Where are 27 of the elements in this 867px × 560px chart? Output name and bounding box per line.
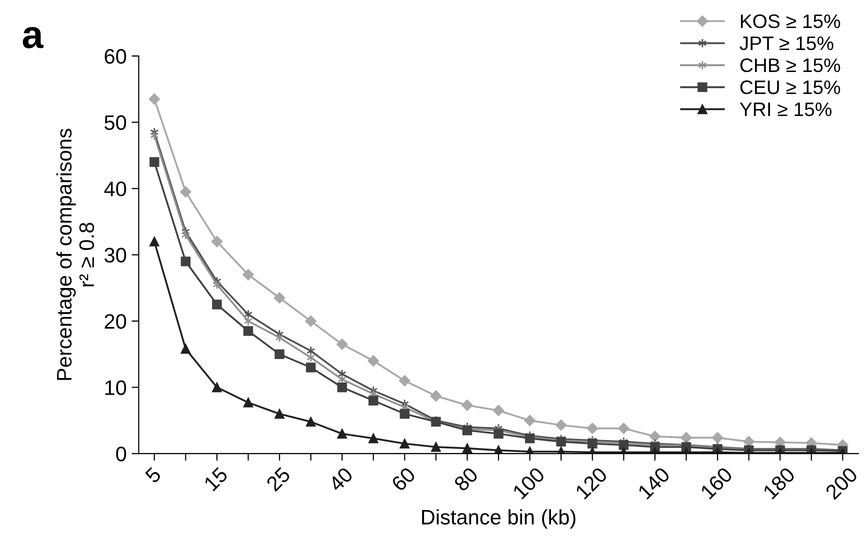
legend-label: KOS ≥ 15% xyxy=(740,14,840,28)
y-tick-label: 60 xyxy=(104,49,126,64)
x-tick-label: 120 xyxy=(574,466,608,500)
y-axis-title: Percentage of comparisons r² ≥ 0.8 xyxy=(56,128,94,380)
y-tick-label: 10 xyxy=(105,380,126,396)
x-tick-label: 60 xyxy=(390,466,416,492)
x-tick-label: 25 xyxy=(266,466,292,492)
text: a xyxy=(22,27,44,48)
y-tick-label: 0 xyxy=(116,446,126,462)
legend-label: YRI ≥ 15% xyxy=(740,102,832,116)
x-tick-label: 80 xyxy=(453,466,479,492)
x-tick-label: 160 xyxy=(700,466,734,500)
y-tick-label: 40 xyxy=(104,182,126,196)
y-tick-label: 20 xyxy=(104,314,126,329)
y-tick-label: 30 xyxy=(104,248,126,263)
x-tick-label: 100 xyxy=(512,466,546,500)
x-tick-label: 200 xyxy=(824,466,858,500)
x-tick-label: 140 xyxy=(637,466,671,500)
y-tick-label: 50 xyxy=(104,115,126,130)
x-tick-label: 15 xyxy=(204,466,228,492)
legend-label: CHB ≥ 15% xyxy=(740,58,840,72)
legend-label: CEU ≥ 15% xyxy=(740,80,840,94)
x-tick-label: 40 xyxy=(328,466,354,492)
x-axis-title: Distance bin (kb) xyxy=(422,509,576,529)
x-tick-label: 180 xyxy=(762,466,796,500)
legend-label: JPT ≥ 15% xyxy=(740,36,834,50)
x-tick-label: 5 xyxy=(144,466,162,484)
